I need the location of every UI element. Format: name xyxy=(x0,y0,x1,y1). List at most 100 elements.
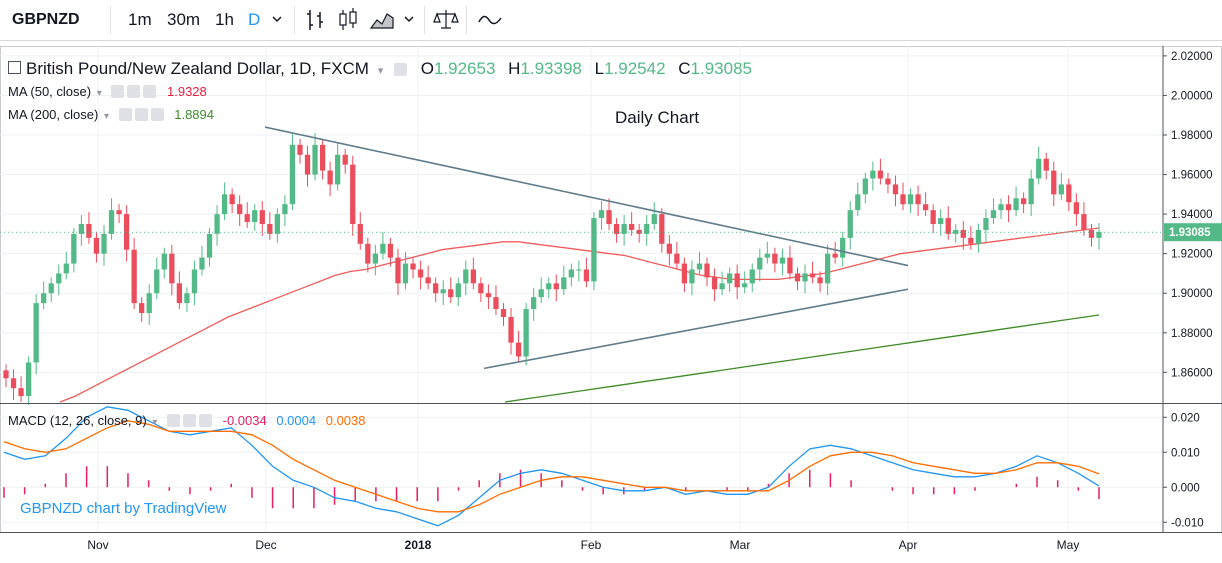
candle-body xyxy=(711,277,718,290)
price-tick-label: 1.96000 xyxy=(1171,170,1213,182)
chart-annotation[interactable]: Daily Chart xyxy=(615,108,700,127)
candle-body xyxy=(10,378,17,389)
candle-body xyxy=(365,243,371,264)
candle xyxy=(531,288,537,321)
candle xyxy=(387,237,394,267)
ma200-polyline xyxy=(504,314,1100,403)
candle xyxy=(885,172,891,194)
candle xyxy=(335,142,341,191)
candle xyxy=(1013,186,1019,217)
candle xyxy=(244,202,250,228)
candle-body xyxy=(297,144,303,155)
candles-icon[interactable] xyxy=(337,0,359,40)
interval-d-button[interactable]: D xyxy=(248,10,261,29)
collapse-icon[interactable] xyxy=(8,61,21,74)
candle-body xyxy=(568,269,574,278)
interval-1h-button[interactable]: 1h xyxy=(215,10,234,29)
candle xyxy=(33,294,39,375)
chevron-down-icon[interactable] xyxy=(402,0,416,40)
candle xyxy=(161,247,167,279)
candle xyxy=(1073,193,1080,226)
candle-body xyxy=(847,210,853,238)
candle xyxy=(802,264,808,294)
candle xyxy=(704,257,710,287)
candle xyxy=(711,268,718,302)
chevron-down-icon[interactable]: ▾ xyxy=(377,65,384,77)
toolbar-divider xyxy=(424,6,425,34)
candle-body xyxy=(1013,198,1019,211)
main-legend: British Pound/New Zealand Dollar, 1D, FX… xyxy=(8,59,752,79)
ohlc-label: H xyxy=(508,59,521,78)
chevron-down-icon[interactable]: ▾ xyxy=(96,88,102,99)
candle xyxy=(101,224,107,266)
chevron-down-icon[interactable] xyxy=(270,0,284,40)
bars-icon[interactable] xyxy=(305,0,327,40)
chevron-down-icon[interactable]: ▾ xyxy=(103,111,109,122)
interval-1m-button[interactable]: 1m xyxy=(128,10,152,29)
candle-body xyxy=(1043,158,1049,171)
price-tick-label: 1.86000 xyxy=(1171,367,1213,379)
candle xyxy=(289,133,296,211)
candle-body xyxy=(840,237,846,258)
visibility-icon[interactable] xyxy=(111,85,125,98)
candle-body xyxy=(244,214,250,223)
symbol-search[interactable]: GBPNZD xyxy=(12,11,80,28)
close-icon[interactable] xyxy=(150,108,164,121)
interval-30m-button[interactable]: 30m xyxy=(167,10,201,29)
candle-body xyxy=(252,210,258,223)
candle-body xyxy=(48,283,54,294)
candle-body xyxy=(63,263,69,274)
triangle-trendlines[interactable] xyxy=(264,126,909,370)
visibility-icon[interactable] xyxy=(393,63,407,76)
candle-body xyxy=(229,194,235,205)
candle-body xyxy=(154,269,160,294)
chart-canvas[interactable]: Nov Dec 2018 Feb Mar Apr May 1.86000 1.88000 1.90… xyxy=(0,46,1222,558)
axes: Nov Dec 2018 Feb Mar Apr May 1.86000 1.88000 1.90… xyxy=(0,46,1222,552)
candle-body xyxy=(945,218,951,234)
candle xyxy=(48,277,54,303)
candle-body xyxy=(425,277,431,284)
candle xyxy=(975,224,982,253)
candle-body xyxy=(221,194,228,215)
candle xyxy=(1036,146,1042,185)
candle xyxy=(78,215,85,246)
candle xyxy=(629,212,635,236)
close-icon[interactable] xyxy=(199,414,212,427)
candle xyxy=(636,224,642,243)
candle xyxy=(794,267,801,291)
candle xyxy=(576,260,582,282)
candle xyxy=(252,204,258,231)
candle-body xyxy=(500,309,507,317)
candle xyxy=(877,158,884,185)
compare-icon[interactable] xyxy=(433,0,459,40)
ma200-label: MA (200, close) xyxy=(8,107,99,122)
settings-icon[interactable] xyxy=(134,108,148,121)
candle-body xyxy=(387,243,394,258)
visibility-icon[interactable] xyxy=(118,108,132,121)
candle xyxy=(1088,224,1095,247)
candle-body xyxy=(1051,170,1057,195)
candle-body xyxy=(470,269,476,284)
candle-body xyxy=(809,273,816,278)
settings-icon[interactable] xyxy=(183,414,196,427)
chart-frame[interactable]: Nov Dec 2018 Feb Mar Apr May 1.86000 1.88000 1.90… xyxy=(0,46,1222,558)
candle-body xyxy=(787,257,793,274)
chevron-down-icon[interactable]: ▾ xyxy=(152,417,158,428)
indicators-icon[interactable] xyxy=(477,0,503,40)
candle-body xyxy=(493,297,499,310)
candle xyxy=(500,303,507,326)
time-tick-label: Dec xyxy=(255,538,276,552)
visibility-icon[interactable] xyxy=(167,414,180,427)
macd-signal-line xyxy=(3,420,1100,513)
candle xyxy=(990,198,997,224)
candle xyxy=(169,244,175,296)
settings-icon[interactable] xyxy=(127,85,141,98)
candle xyxy=(485,284,492,310)
candle-body xyxy=(259,210,265,224)
area-chart-icon[interactable] xyxy=(369,0,395,40)
watermark[interactable]: GBPNZD chart by TradingView xyxy=(20,500,227,517)
candle-body xyxy=(25,362,32,397)
candle xyxy=(229,188,235,214)
candle xyxy=(357,212,363,250)
close-icon[interactable] xyxy=(143,85,157,98)
